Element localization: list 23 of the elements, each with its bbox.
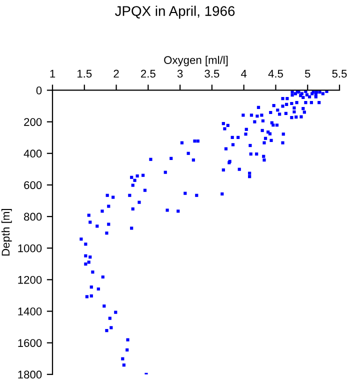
x-tick-label: 4.5 — [268, 70, 283, 78]
y-tick-label: 1400 — [18, 308, 42, 316]
x-tick-label: 1 — [50, 70, 56, 78]
y-tick-label: 1200 — [18, 276, 42, 284]
x-tick-label: 3 — [177, 70, 183, 78]
x-tick-label: 2 — [114, 70, 119, 78]
y-tick-label: 1000 — [18, 244, 42, 252]
x-axis-title: Oxygen [ml/l] — [164, 56, 228, 66]
y-tick-label: 1800 — [18, 370, 42, 379]
chart-title: JPQX in April, 1966 — [115, 6, 235, 19]
x-tick-label: 5 — [304, 70, 310, 78]
y-tick-label: 600 — [24, 181, 42, 190]
x-tick-label: 5.5 — [332, 70, 347, 78]
y-axis-title: Depth [m] — [1, 209, 12, 256]
y-tick-label: 1600 — [18, 339, 42, 347]
x-tick-label: 4 — [241, 70, 247, 78]
x-tick-label: 2.5 — [141, 70, 156, 78]
x-tick-label: 1.5 — [78, 70, 92, 78]
x-tick-label: 3.5 — [204, 70, 220, 78]
y-tick-label: 800 — [24, 212, 42, 221]
y-tick-label: 0 — [36, 86, 42, 94]
y-tick-label: 400 — [24, 150, 42, 158]
y-tick-label: 200 — [24, 118, 42, 126]
